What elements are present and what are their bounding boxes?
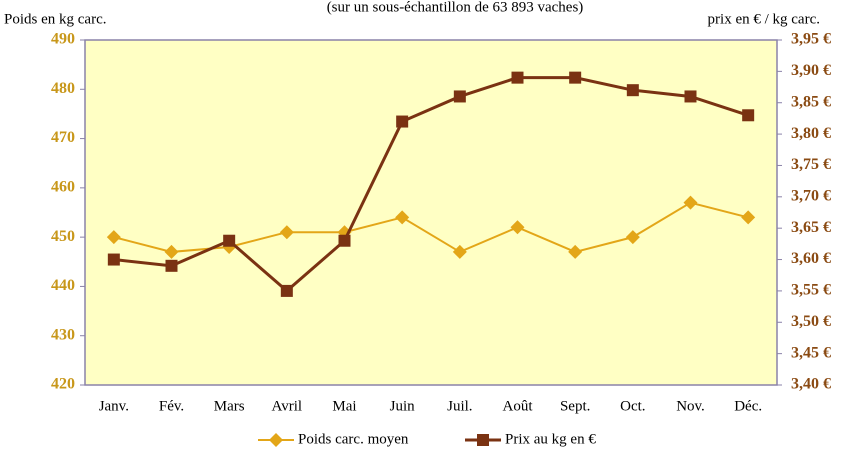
point — [395, 210, 410, 225]
y2-tick-label: 3,65 € — [791, 219, 831, 236]
point — [568, 244, 583, 259]
y2-tick-label: 3,70 € — [791, 187, 831, 204]
point — [626, 84, 639, 97]
x-tick-label: Déc. — [734, 398, 762, 414]
point — [741, 210, 756, 225]
y2-axis-label: prix en € / kg carc. — [708, 11, 820, 27]
y2-tick-label: 3,50 € — [791, 313, 831, 330]
y-tick-label: 430 — [51, 326, 75, 343]
y-tick-label: 420 — [51, 376, 75, 393]
x-tick-label: Juin — [390, 398, 416, 414]
y2-tick-label: 3,60 € — [791, 250, 831, 267]
x-tick-label: Janv. — [99, 398, 129, 414]
x-tick-label: Avril — [272, 398, 303, 414]
point — [684, 90, 697, 103]
legend-label: Prix au kg en € — [505, 431, 596, 447]
point — [107, 253, 120, 266]
point — [223, 234, 236, 247]
y-tick-label: 450 — [51, 228, 75, 245]
y-tick-label: 480 — [51, 80, 75, 97]
point — [452, 244, 467, 259]
point — [742, 109, 755, 122]
series-line — [113, 201, 749, 254]
point — [396, 115, 409, 128]
y2-tick-label: 3,75 € — [791, 156, 831, 173]
y-tick-label: 490 — [51, 31, 75, 48]
y2-tick-label: 3,95 € — [791, 31, 831, 48]
y2-tick-label: 3,45 € — [791, 344, 831, 361]
point — [510, 220, 525, 235]
x-tick-label: Mars — [214, 398, 245, 414]
y2-tick-label: 3,40 € — [791, 376, 831, 393]
x-tick-label: Mai — [332, 398, 356, 414]
x-tick-label: Fév. — [159, 398, 184, 414]
x-tick-label: Août — [503, 398, 534, 414]
point — [477, 434, 489, 446]
y2-tick-label: 3,85 € — [791, 93, 831, 110]
point — [280, 284, 293, 297]
point — [338, 234, 351, 247]
x-tick-label: Oct. — [620, 398, 645, 414]
chart-subtitle: (sur un sous-échantillon de 63 893 vache… — [327, 0, 584, 15]
point — [453, 90, 466, 103]
point — [569, 71, 582, 84]
y-axis-label: Poids en kg carc. — [4, 11, 106, 27]
point — [511, 71, 524, 84]
legend-label: Poids carc. moyen — [298, 431, 409, 447]
point — [279, 225, 294, 240]
point — [165, 259, 178, 272]
y-tick-label: 460 — [51, 179, 75, 196]
point — [269, 433, 283, 447]
y2-tick-label: 3,80 € — [791, 125, 831, 142]
y2-tick-label: 3,90 € — [791, 62, 831, 79]
series-line — [113, 76, 749, 293]
point — [625, 230, 640, 245]
x-tick-label: Sept. — [560, 398, 590, 414]
y2-tick-label: 3,55 € — [791, 282, 831, 299]
y-tick-label: 470 — [51, 129, 75, 146]
x-tick-label: Juil. — [447, 398, 472, 414]
x-tick-label: Nov. — [676, 398, 705, 414]
plot-area — [84, 39, 778, 386]
point — [106, 230, 121, 245]
point — [683, 195, 698, 210]
y-tick-label: 440 — [51, 277, 75, 294]
point — [164, 244, 179, 259]
